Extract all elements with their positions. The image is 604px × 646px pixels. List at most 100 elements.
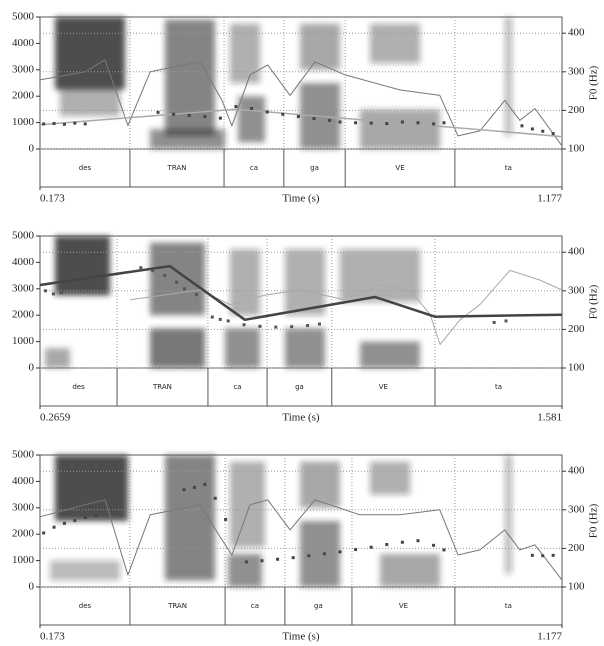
pitch-point (194, 293, 198, 297)
pitch-point (328, 118, 332, 122)
pitch-point (385, 543, 389, 547)
pitch-point (94, 514, 98, 518)
pitch-point (400, 120, 404, 124)
pitch-point (73, 519, 77, 523)
spectrogram-band (55, 236, 110, 296)
tier-label: ta (505, 164, 512, 172)
pitch-point (187, 113, 191, 117)
y2-tick-label: 200 (568, 542, 585, 554)
pitch-point (296, 115, 300, 119)
y-tick-label: 3000 (12, 63, 35, 75)
pitch-point (62, 122, 66, 126)
pitch-point (338, 120, 342, 124)
pitch-point (183, 287, 187, 291)
pitch-point (306, 324, 310, 328)
tier-label: ca (251, 602, 259, 610)
spectrogram-band (55, 17, 125, 90)
pitch-point (442, 121, 446, 125)
x-tick-label: 0.173 (40, 631, 65, 643)
y2-tick-label: 200 (568, 323, 585, 335)
tier-label: TRAN (167, 602, 187, 610)
pitch-point (338, 550, 342, 554)
spectrogram (50, 455, 512, 587)
pitch-point (385, 122, 389, 126)
pitch-point (226, 319, 230, 323)
pitch-point (416, 121, 420, 125)
tier-label: ca (233, 383, 241, 391)
spectrogram-band (165, 455, 215, 581)
y2-tick-label: 300 (568, 503, 585, 515)
pitch-point (281, 112, 285, 116)
pitch-point (312, 117, 316, 121)
pitch-point (541, 554, 545, 558)
spectrogram-band (150, 129, 225, 149)
pitch-point (492, 320, 496, 324)
pitch-point (163, 273, 167, 277)
panel: 0 1000 2000 3000 4000 5000 100 200 300 400 F0 (Hz)… (12, 11, 600, 205)
y2-axis-label: F0 (Hz) (588, 284, 600, 319)
pitch-point (218, 317, 222, 321)
spectrogram-band (150, 328, 205, 368)
pitch-point (42, 122, 46, 126)
curve (39, 108, 563, 138)
pitch-point (218, 116, 222, 120)
pitch-point (73, 121, 77, 125)
pitch-point (307, 554, 311, 558)
pitch-point (83, 516, 87, 520)
spectrogram-band (285, 328, 325, 368)
spectrogram-band (300, 521, 340, 587)
tier-label: ga (295, 383, 304, 391)
y2-tick-label: 400 (568, 246, 585, 258)
pitch-point (250, 106, 254, 110)
y-tick-label: 4000 (12, 37, 35, 49)
y2-tick-label: 100 (568, 362, 585, 374)
spectrogram-band (228, 554, 262, 587)
spectrogram-band (45, 348, 70, 368)
pitch-point (172, 112, 176, 116)
spectrogram-band (238, 96, 265, 143)
y2-tick-label: 100 (568, 581, 585, 593)
pitch-point (203, 115, 207, 119)
y-tick-label: 0 (29, 143, 35, 155)
spectrogram-band (505, 455, 512, 574)
spectrogram-band (165, 19, 215, 136)
pitch-point (354, 121, 358, 125)
y-tick-label: 1000 (12, 335, 35, 347)
y2-tick-label: 300 (568, 284, 585, 296)
x-tick-label: 1.177 (537, 631, 562, 643)
x-axis-label: Time (s) (282, 193, 320, 205)
x-axis-label: Time (s) (282, 412, 320, 424)
tier-label: VE (395, 164, 404, 172)
pitch-point (42, 531, 46, 535)
plot-frame (39, 454, 563, 626)
plot-frame (39, 16, 563, 188)
x-tick-label: 1.581 (537, 412, 562, 424)
tier-label: des (79, 602, 92, 610)
spectrogram-band (300, 23, 340, 70)
pitch-point (504, 319, 508, 323)
panel: 0 1000 2000 3000 4000 5000 100 200 300 400 F0 (Hz)… (12, 449, 600, 643)
y-tick-label: 2000 (12, 90, 35, 102)
y-tick-label: 2000 (12, 528, 35, 540)
pitch-point (520, 124, 524, 128)
spectrogram (45, 236, 420, 368)
spectrogram-band (380, 554, 440, 587)
spectrogram-band (340, 249, 420, 302)
pitch-point (432, 122, 436, 126)
y-tick-label: 5000 (12, 230, 35, 242)
spectrogram-band (150, 242, 205, 316)
spectrogram-band (60, 89, 120, 116)
spectrogram-band (230, 461, 265, 548)
spectrogram-band (300, 461, 340, 508)
y2-tick-label: 400 (568, 465, 585, 477)
pitch-point (44, 289, 48, 293)
pitch-point (83, 122, 87, 126)
tier-label: TRAN (152, 383, 172, 391)
pitch-point (369, 121, 373, 125)
pitch-point (400, 540, 404, 544)
pitch-point (530, 553, 534, 557)
y2-axis-label: F0 (Hz) (588, 65, 600, 100)
pitch-point (265, 110, 269, 114)
tier-label: VE (379, 383, 388, 391)
pitch-point (59, 291, 63, 295)
